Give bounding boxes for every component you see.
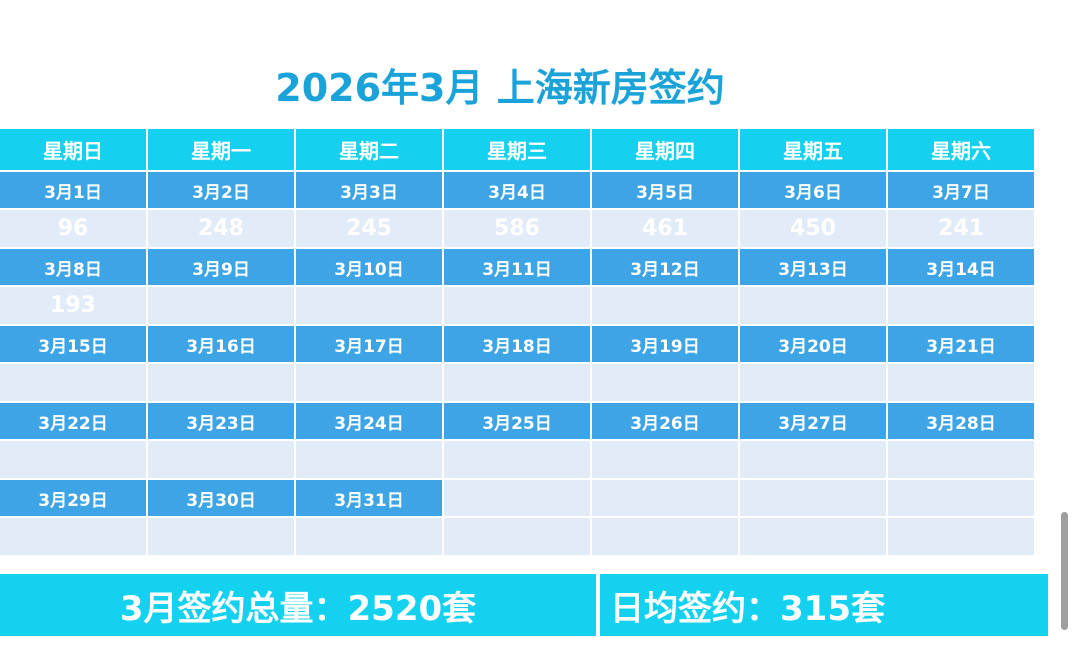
weekday-saturday: 星期六 (888, 129, 1034, 170)
scrollbar[interactable] (1061, 512, 1068, 630)
date-cell: 3月10日 (296, 249, 442, 285)
date-cell: 3月25日 (444, 403, 590, 439)
value-cell: 193 (0, 287, 146, 324)
value-cell (740, 518, 886, 555)
value-cell (296, 518, 442, 555)
date-cell: 3月14日 (888, 249, 1034, 285)
value-cell: 461 (592, 210, 738, 247)
weekday-wednesday: 星期三 (444, 129, 590, 170)
date-row: 3月8日 3月9日 3月10日 3月11日 3月12日 3月13日 3月14日 (0, 249, 1034, 285)
value-row: 193 (0, 287, 1034, 324)
date-cell: 3月17日 (296, 326, 442, 362)
date-cell: 3月3日 (296, 172, 442, 208)
date-cell: 3月27日 (740, 403, 886, 439)
value-cell (148, 364, 294, 401)
date-cell: 3月1日 (0, 172, 146, 208)
monthly-total: 3月签约总量：2520套 (0, 574, 596, 636)
value-cell (592, 287, 738, 324)
value-cell (888, 287, 1034, 324)
empty-date-cell (444, 480, 590, 516)
date-row: 3月1日 3月2日 3月3日 3月4日 3月5日 3月6日 3月7日 (0, 172, 1034, 208)
value-cell (740, 287, 886, 324)
date-cell: 3月30日 (148, 480, 294, 516)
weekday-friday: 星期五 (740, 129, 886, 170)
date-cell: 3月12日 (592, 249, 738, 285)
value-cell (444, 364, 590, 401)
value-row (0, 364, 1034, 401)
value-cell: 241 (888, 210, 1034, 247)
summary-bar: 3月签约总量：2520套 日均签约：315套 (0, 574, 1048, 636)
date-cell: 3月15日 (0, 326, 146, 362)
value-cell (592, 441, 738, 478)
calendar-table: 星期日 星期一 星期二 星期三 星期四 星期五 星期六 3月1日 3月2日 3月… (0, 127, 1036, 557)
value-row: 96 248 245 586 461 450 241 (0, 210, 1034, 247)
date-cell: 3月5日 (592, 172, 738, 208)
value-row (0, 518, 1034, 555)
date-cell: 3月16日 (148, 326, 294, 362)
date-cell: 3月31日 (296, 480, 442, 516)
date-row: 3月22日 3月23日 3月24日 3月25日 3月26日 3月27日 3月28… (0, 403, 1034, 439)
date-cell: 3月6日 (740, 172, 886, 208)
weekday-tuesday: 星期二 (296, 129, 442, 170)
value-row (0, 441, 1034, 478)
weekday-sunday: 星期日 (0, 129, 146, 170)
value-cell (888, 518, 1034, 555)
value-cell (888, 364, 1034, 401)
empty-date-cell (740, 480, 886, 516)
value-cell (888, 441, 1034, 478)
value-cell (444, 518, 590, 555)
date-cell: 3月2日 (148, 172, 294, 208)
date-cell: 3月24日 (296, 403, 442, 439)
value-cell: 248 (148, 210, 294, 247)
date-cell: 3月11日 (444, 249, 590, 285)
date-row: 3月29日 3月30日 3月31日 (0, 480, 1034, 516)
daily-average: 日均签约：315套 (600, 574, 1048, 636)
date-cell: 3月4日 (444, 172, 590, 208)
value-cell (444, 441, 590, 478)
empty-date-cell (888, 480, 1034, 516)
weekday-monday: 星期一 (148, 129, 294, 170)
date-cell: 3月21日 (888, 326, 1034, 362)
value-cell (296, 441, 442, 478)
date-cell: 3月22日 (0, 403, 146, 439)
date-cell: 3月19日 (592, 326, 738, 362)
date-cell: 3月28日 (888, 403, 1034, 439)
date-cell: 3月29日 (0, 480, 146, 516)
value-cell (444, 287, 590, 324)
date-cell: 3月18日 (444, 326, 590, 362)
value-cell (296, 287, 442, 324)
date-cell: 3月23日 (148, 403, 294, 439)
value-cell (148, 441, 294, 478)
date-cell: 3月7日 (888, 172, 1034, 208)
date-cell: 3月9日 (148, 249, 294, 285)
value-cell (148, 518, 294, 555)
value-cell (0, 518, 146, 555)
value-cell (592, 364, 738, 401)
value-cell (740, 364, 886, 401)
value-cell (0, 364, 146, 401)
value-cell (740, 441, 886, 478)
value-cell: 586 (444, 210, 590, 247)
empty-date-cell (592, 480, 738, 516)
summary-divider (596, 574, 600, 636)
page-title: 2026年3月 上海新房签约 (275, 66, 725, 110)
weekday-header-row: 星期日 星期一 星期二 星期三 星期四 星期五 星期六 (0, 129, 1034, 170)
weekday-thursday: 星期四 (592, 129, 738, 170)
date-row: 3月15日 3月16日 3月17日 3月18日 3月19日 3月20日 3月21… (0, 326, 1034, 362)
date-cell: 3月13日 (740, 249, 886, 285)
value-cell: 245 (296, 210, 442, 247)
value-cell (592, 518, 738, 555)
value-cell: 450 (740, 210, 886, 247)
value-cell (148, 287, 294, 324)
date-cell: 3月8日 (0, 249, 146, 285)
value-cell (0, 441, 146, 478)
value-cell: 96 (0, 210, 146, 247)
value-cell (296, 364, 442, 401)
date-cell: 3月26日 (592, 403, 738, 439)
date-cell: 3月20日 (740, 326, 886, 362)
